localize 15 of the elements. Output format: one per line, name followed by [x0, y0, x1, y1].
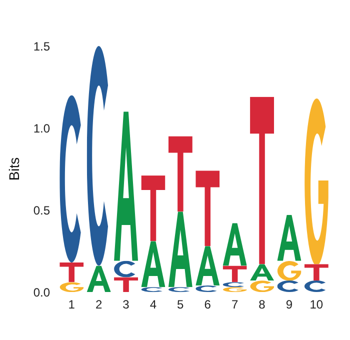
- y-tick-label: 1.5: [33, 39, 50, 54]
- y-tick-label: 1.0: [33, 121, 50, 136]
- x-tick-label: 3: [122, 298, 130, 312]
- x-tick-label: 1: [68, 298, 76, 312]
- x-tick-label: 2: [95, 298, 102, 312]
- y-axis-title: Bits: [6, 157, 22, 181]
- x-tick-label: 9: [286, 298, 293, 312]
- x-tick-label: 5: [177, 298, 184, 312]
- x-tick-label: 7: [231, 298, 238, 312]
- y-tick-label: 0.5: [33, 203, 50, 218]
- x-tick-label: 8: [258, 298, 266, 312]
- x-tick-label: 6: [204, 298, 212, 312]
- y-tick-label: 0.0: [33, 285, 50, 300]
- x-tick-label: 4: [150, 298, 157, 312]
- x-tick-label: 10: [310, 298, 324, 312]
